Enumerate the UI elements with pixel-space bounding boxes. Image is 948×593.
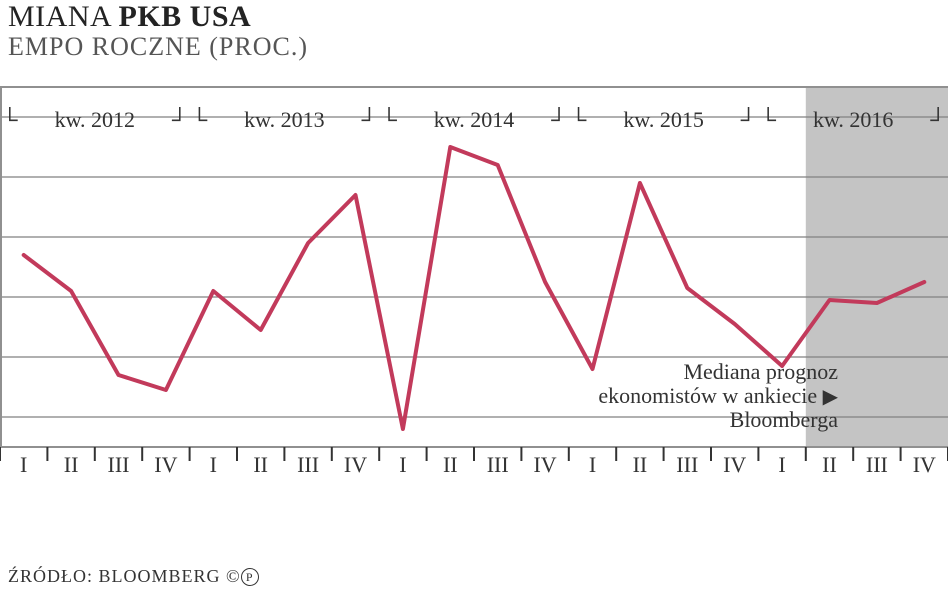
annotation-line: ekonomistów w ankiecie ▶ — [538, 384, 838, 408]
chart-source: ŹRÓDŁO: BLOOMBERG ©P — [8, 566, 259, 587]
x-tick-label: III — [676, 452, 698, 478]
x-tick-label: II — [64, 452, 79, 478]
x-tick-label: III — [297, 452, 319, 478]
forecast-annotation: Mediana prognoz ekonomistów w ankiecie ▶… — [538, 360, 838, 433]
x-tick-label: IV — [533, 452, 556, 478]
x-axis-labels: IIIIIIIVIIIIIIIVIIIIIIIVIIIIIIIVIIIIIIIV — [0, 452, 948, 502]
x-tick-label: IV — [344, 452, 367, 478]
chart-area: Mediana prognoz ekonomistów w ankiecie ▶… — [0, 72, 948, 502]
chart-title: MIANA PKB USA — [8, 0, 948, 34]
x-axis-year-groups: └kw. 2012┘└kw. 2013┘└kw. 2014┘└kw. 2015┘… — [0, 107, 948, 137]
arrow-right-icon: ▶ — [823, 386, 838, 408]
x-tick-label: III — [108, 452, 130, 478]
x-tick-label: III — [866, 452, 888, 478]
x-tick-label: IV — [154, 452, 177, 478]
x-tick-label: I — [210, 452, 217, 478]
year-group-label: └kw. 2012┘ — [0, 107, 190, 133]
chart-subtitle: EMPO ROCZNE (PROC.) — [8, 32, 948, 62]
x-tick-label: I — [778, 452, 785, 478]
x-tick-label: IV — [723, 452, 746, 478]
title-prefix: MIANA — [8, 0, 119, 33]
year-group-label: └kw. 2014┘ — [379, 107, 569, 133]
annotation-line: Mediana prognoz — [538, 360, 838, 384]
x-tick-label: I — [399, 452, 406, 478]
x-tick-label: I — [589, 452, 596, 478]
x-tick-label: II — [822, 452, 837, 478]
year-group-label: └kw. 2015┘ — [569, 107, 759, 133]
x-tick-label: II — [253, 452, 268, 478]
p-badge-icon: P — [241, 568, 259, 586]
x-tick-label: IV — [913, 452, 936, 478]
year-group-label: └kw. 2016┘ — [758, 107, 948, 133]
title-bold: PKB USA — [119, 0, 252, 33]
year-group-label: └kw. 2013┘ — [190, 107, 380, 133]
x-tick-label: III — [487, 452, 509, 478]
x-tick-label: II — [633, 452, 648, 478]
x-tick-label: II — [443, 452, 458, 478]
annotation-line: Bloomberga — [538, 408, 838, 432]
x-tick-label: I — [20, 452, 27, 478]
